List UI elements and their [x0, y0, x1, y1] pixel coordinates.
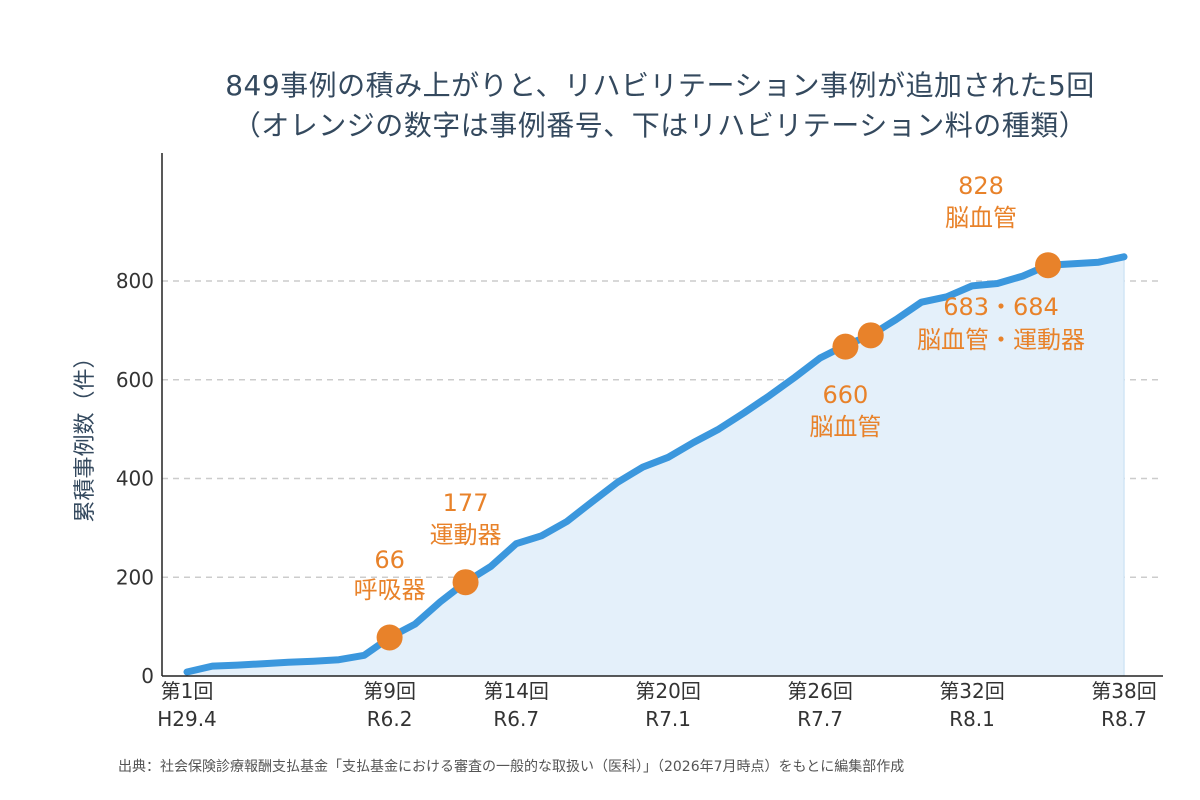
y-tick-label: 0: [141, 664, 154, 688]
highlight-marker: [857, 322, 884, 349]
x-tick-label-date: R7.7: [797, 707, 843, 731]
highlight-rehab-type: 呼吸器: [354, 576, 426, 604]
highlight-case-number: 177: [443, 489, 489, 517]
highlight-rehab-type: 脳血管: [809, 413, 881, 441]
highlight-rehab-type: 脳血管: [945, 204, 1017, 232]
x-tick-label-session: 第26回: [787, 679, 852, 703]
highlight-marker: [452, 569, 479, 596]
y-axis-label: 累積事例数（件）: [73, 346, 98, 522]
y-tick-label: 600: [116, 368, 154, 392]
highlight-marker: [832, 333, 859, 360]
highlight-case-number: 683・684: [943, 293, 1059, 321]
chart-title-line2: （オレンジの数字は事例番号、下はリハビリテーション料の種類）: [232, 109, 1088, 142]
x-tick-label-session: 第20回: [635, 679, 700, 703]
y-tick-label: 400: [116, 467, 154, 491]
source-note: 出典：社会保険診療報酬支払基金「支払基金における審査の一般的な取扱い（医科）」（…: [118, 759, 905, 775]
x-tick-label-date: R6.7: [493, 707, 539, 731]
highlight-rehab-type: 運動器: [430, 521, 502, 549]
highlight-marker: [1035, 252, 1062, 279]
x-tick-label-date: R6.2: [367, 707, 413, 731]
x-tick-label-date: R7.1: [645, 707, 691, 731]
x-tick-label-session: 第38回: [1091, 679, 1156, 703]
x-tick-label-session: 第14回: [483, 679, 548, 703]
y-tick-label: 200: [116, 565, 154, 589]
x-tick-label-session: 第32回: [939, 679, 1004, 703]
y-tick-label: 800: [116, 269, 154, 293]
highlight-case-number: 66: [374, 546, 405, 574]
highlight-case-number: 828: [958, 172, 1004, 200]
cumulative-line: [183, 253, 1128, 676]
x-tick-label-date: R8.1: [949, 707, 995, 731]
x-tick-label-date: H29.4: [157, 707, 217, 731]
x-tick-label-session: 第1回: [161, 679, 214, 703]
area-fill: [187, 256, 1124, 676]
chart-title-line1: 849事例の積み上がりと、リハビリテーション事例が追加された5回: [225, 69, 1095, 102]
highlight-marker: [376, 624, 403, 651]
x-tick-label-date: R8.7: [1101, 707, 1147, 731]
highlight-rehab-type: 脳血管・運動器: [917, 326, 1085, 354]
highlight-case-number: 660: [823, 381, 869, 409]
x-tick-label-session: 第9回: [363, 679, 416, 703]
